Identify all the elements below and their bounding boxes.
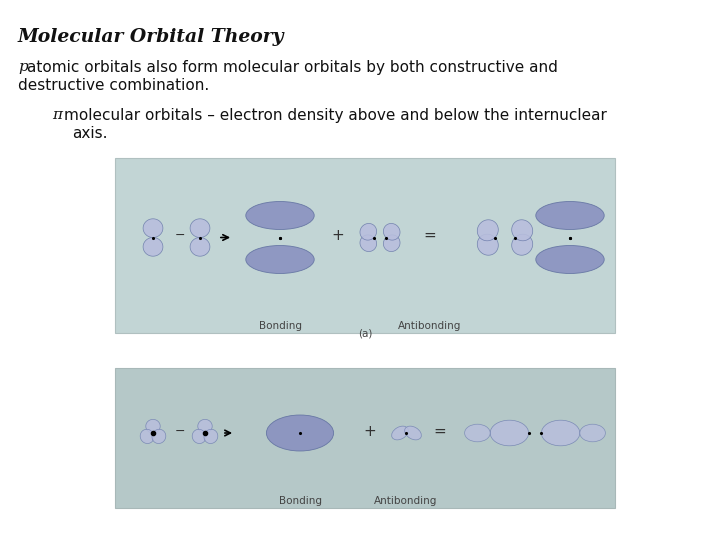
Polygon shape [383, 235, 400, 252]
FancyBboxPatch shape [115, 158, 615, 333]
Text: atomic orbitals also form molecular orbitals by both constructive and: atomic orbitals also form molecular orbi… [27, 60, 558, 75]
Ellipse shape [536, 246, 604, 273]
Ellipse shape [490, 420, 528, 446]
Ellipse shape [464, 424, 490, 442]
Ellipse shape [580, 424, 606, 442]
Polygon shape [146, 420, 160, 433]
Ellipse shape [405, 426, 421, 440]
Text: −: − [175, 424, 185, 437]
Ellipse shape [246, 201, 314, 229]
Polygon shape [192, 429, 206, 443]
Ellipse shape [266, 415, 333, 451]
Text: axis.: axis. [72, 126, 107, 141]
Text: Antibonding: Antibonding [374, 496, 438, 506]
Polygon shape [477, 220, 498, 241]
Text: =: = [433, 423, 446, 438]
Polygon shape [477, 234, 498, 255]
Polygon shape [143, 238, 163, 256]
Polygon shape [190, 238, 210, 256]
Text: −: − [175, 229, 185, 242]
Text: molecular orbitals – electron density above and below the internuclear: molecular orbitals – electron density ab… [64, 108, 607, 123]
Polygon shape [190, 219, 210, 238]
Ellipse shape [541, 420, 580, 446]
Ellipse shape [246, 246, 314, 273]
Text: +: + [332, 228, 344, 243]
Text: destructive combination.: destructive combination. [18, 78, 210, 93]
Text: Molecular Orbital Theory: Molecular Orbital Theory [18, 28, 284, 46]
Polygon shape [204, 429, 217, 443]
Ellipse shape [536, 201, 604, 229]
Polygon shape [360, 235, 377, 252]
Text: +: + [364, 423, 377, 438]
Text: π: π [52, 108, 62, 122]
FancyBboxPatch shape [115, 368, 615, 508]
Text: Antibonding: Antibonding [398, 321, 462, 331]
Polygon shape [140, 429, 154, 443]
Text: Bonding: Bonding [279, 496, 322, 506]
Polygon shape [383, 224, 400, 240]
Polygon shape [143, 219, 163, 238]
Polygon shape [512, 234, 533, 255]
Text: =: = [423, 228, 436, 243]
Ellipse shape [392, 426, 408, 440]
Polygon shape [198, 420, 212, 433]
Polygon shape [152, 429, 166, 443]
Text: p: p [18, 60, 28, 74]
Polygon shape [360, 224, 377, 240]
Polygon shape [512, 220, 533, 241]
Text: Bonding: Bonding [258, 321, 302, 331]
Text: (a): (a) [358, 328, 372, 338]
